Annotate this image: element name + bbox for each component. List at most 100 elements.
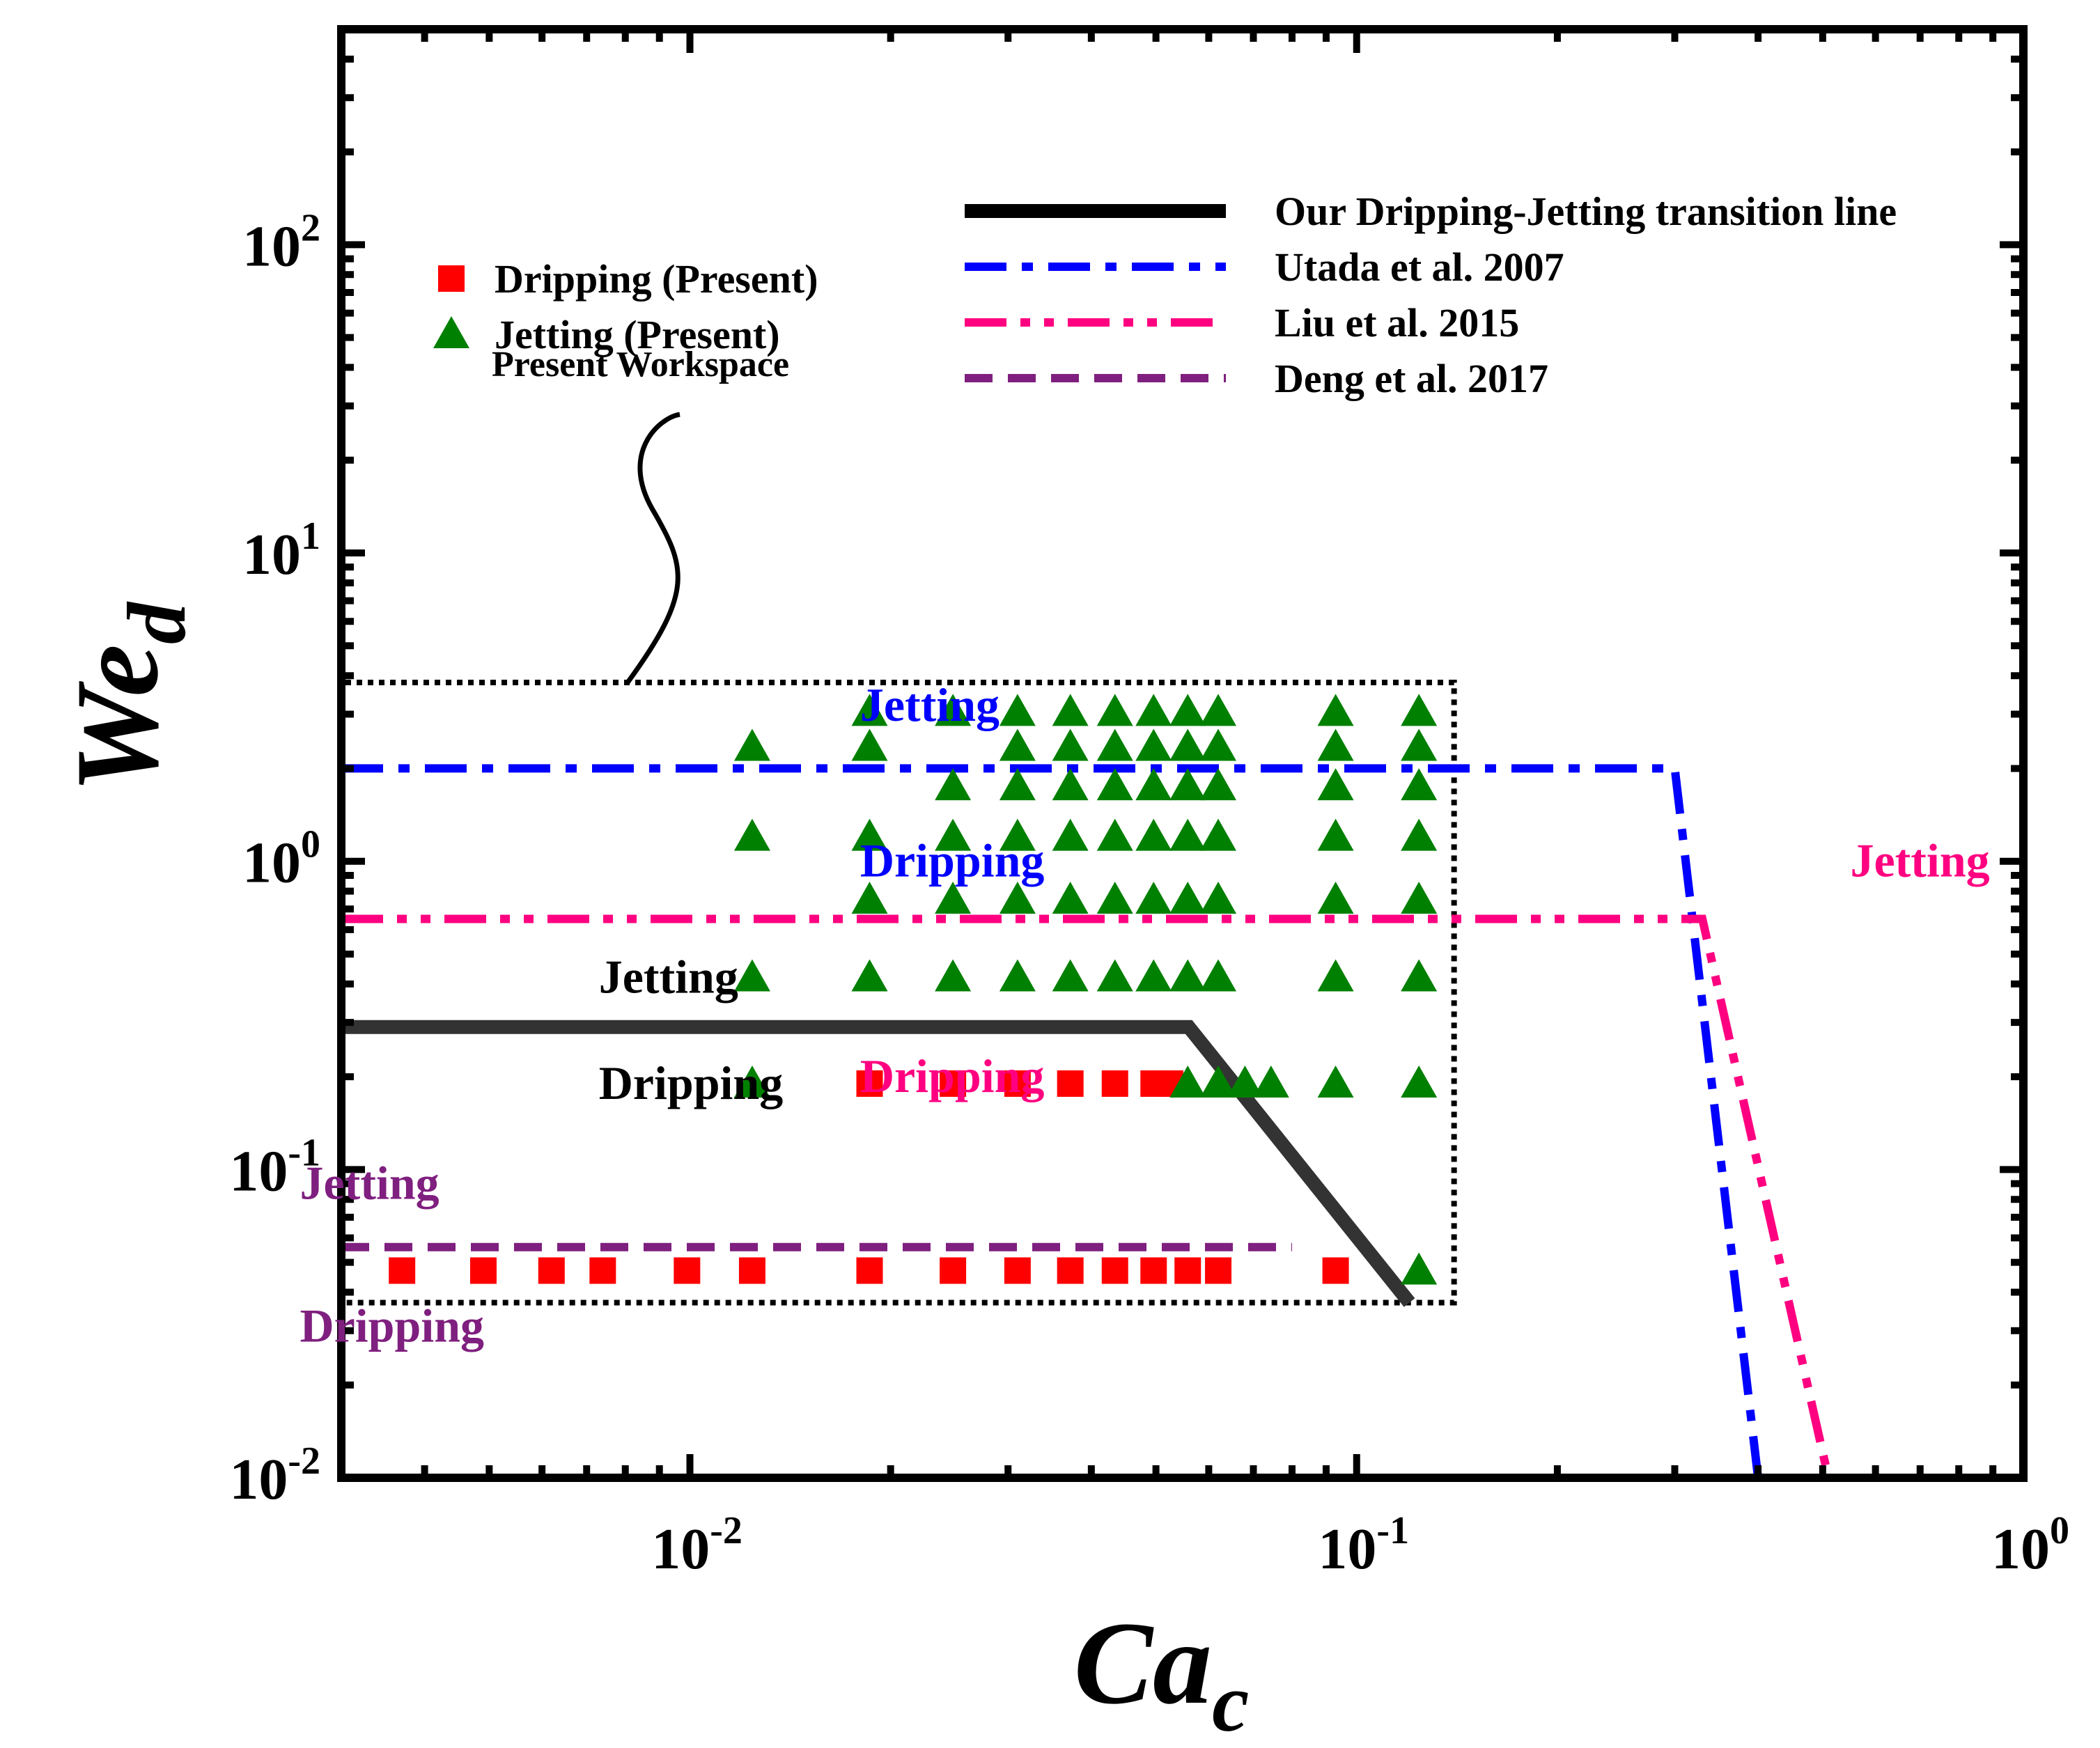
dripping-point-14 — [1322, 1257, 1349, 1284]
jetting-point-15 — [1169, 959, 1206, 992]
jetting-point-21 — [999, 882, 1036, 914]
jetting-point-36 — [1169, 818, 1206, 851]
jetting-point-33 — [1052, 818, 1089, 851]
jetting-point-23 — [1096, 882, 1133, 914]
jetting-point-10 — [935, 959, 972, 992]
jetting-point-17 — [1317, 959, 1354, 992]
jetting-point-45 — [1169, 768, 1206, 801]
jetting-point-37 — [1200, 818, 1237, 851]
jetting-point-59 — [851, 694, 888, 726]
series-lines — [341, 764, 1833, 1479]
x-tick-label-1: 10-1 — [1318, 1509, 1409, 1582]
jetting-point-38 — [1317, 818, 1354, 851]
legend-marker-1 — [433, 316, 469, 348]
jetting-point-16 — [1200, 959, 1237, 992]
legend-label-0: Dripping (Present) — [495, 256, 818, 302]
dripping-point-15 — [856, 1070, 883, 1097]
y-tick-label-1: 10-1 — [229, 1131, 320, 1203]
legend-label-1: Jetting (Present) — [495, 312, 780, 357]
jetting-point-68 — [1401, 694, 1438, 726]
jetting-point-49 — [733, 728, 770, 761]
jetting-point-65 — [1169, 694, 1206, 726]
annotation-6: Jetting — [300, 1157, 440, 1210]
y-tick-label-0: 10-2 — [229, 1439, 320, 1512]
jetting-point-53 — [1096, 728, 1133, 761]
annotation-0: Jetting — [860, 678, 1000, 731]
annotation-3: Dripping — [860, 1049, 1045, 1102]
annotation-7: Dripping — [300, 1299, 485, 1352]
y-tick-label-3: 101 — [242, 515, 320, 587]
dripping-point-9 — [1057, 1257, 1084, 1284]
dripping-point-10 — [1101, 1257, 1128, 1284]
x-axis-title: Cac — [1074, 1598, 1250, 1748]
jetting-point-25 — [1169, 882, 1206, 914]
dripping-point-16 — [940, 1070, 967, 1097]
plot-frame — [337, 25, 2028, 1482]
jetting-point-66 — [1200, 694, 1237, 726]
jetting-point-67 — [1317, 694, 1354, 726]
dripping-point-1 — [469, 1257, 497, 1284]
jetting-point-30 — [851, 818, 888, 851]
series-line-1 — [341, 764, 1763, 1478]
jetting-point-54 — [1135, 728, 1172, 761]
dripping-point-8 — [1004, 1257, 1031, 1284]
jetting-point-12 — [1052, 959, 1089, 992]
dripping-point-2 — [538, 1257, 565, 1284]
jetting-point-9 — [851, 959, 888, 992]
dripping-point-0 — [389, 1257, 416, 1284]
legend-marker-0 — [438, 265, 465, 292]
legend: Dripping (Present) Jetting (Present) Our D… — [433, 189, 1897, 401]
jetting-point-26 — [1200, 882, 1237, 914]
jetting-point-19 — [851, 882, 888, 914]
workspace-box — [345, 680, 1457, 1306]
jetting-point-55 — [1169, 728, 1206, 761]
jetting-point-56 — [1200, 728, 1237, 761]
workspace-label: Present Workspace — [492, 345, 789, 384]
jetting-point-64 — [1135, 694, 1172, 726]
jetting-point-24 — [1135, 882, 1172, 914]
jetting-point-2 — [1169, 1065, 1206, 1098]
jetting-point-41 — [999, 768, 1036, 801]
workspace-region: Present Workspace — [345, 345, 1457, 1306]
jetting-point-52 — [1052, 728, 1089, 761]
jetting-point-6 — [1317, 1065, 1354, 1098]
jetting-point-11 — [999, 959, 1036, 992]
jetting-point-7 — [1401, 1065, 1438, 1098]
dripping-point-6 — [856, 1257, 883, 1284]
series-line-2 — [341, 914, 1833, 1479]
jetting-point-47 — [1317, 768, 1354, 801]
annotation-4: Jetting — [599, 950, 738, 1003]
series-line-0 — [341, 1020, 1415, 1307]
axes: 10-2 10-1 100 10-2 10-1 100 101 102 Cac Wed — [52, 25, 2069, 1748]
annotation-1: Dripping — [860, 834, 1045, 887]
jetting-point-0 — [1401, 1252, 1438, 1285]
dripping-point-19 — [1101, 1070, 1128, 1097]
jetting-point-51 — [999, 728, 1036, 761]
data-markers — [389, 694, 1438, 1285]
jetting-point-27 — [1317, 882, 1354, 914]
jetting-point-43 — [1096, 768, 1133, 801]
jetting-point-22 — [1052, 882, 1089, 914]
jetting-point-63 — [1096, 694, 1133, 726]
jetting-point-31 — [935, 818, 972, 851]
dripping-point-12 — [1174, 1257, 1201, 1284]
x-tick-label-0: 10-2 — [651, 1509, 742, 1582]
jetting-point-18 — [1401, 959, 1438, 992]
jetting-point-32 — [999, 818, 1036, 851]
jetting-point-13 — [1096, 959, 1133, 992]
annotation-2: Jetting — [1850, 834, 1989, 887]
jetting-point-44 — [1135, 768, 1172, 801]
jetting-point-8 — [733, 959, 770, 992]
dripping-point-17 — [1004, 1070, 1031, 1097]
jetting-point-20 — [935, 882, 972, 914]
jetting-point-4 — [1227, 1065, 1263, 1098]
jetting-point-1 — [733, 1065, 770, 1098]
region-annotations: Jetting Dripping Jetting Dripping Jetting Dri… — [300, 678, 1990, 1352]
jetting-point-29 — [733, 818, 770, 851]
dripping-point-5 — [738, 1257, 765, 1284]
dripping-point-11 — [1140, 1257, 1167, 1284]
legend-line-label-2: Liu et al. 2015 — [1275, 300, 1519, 345]
jetting-point-58 — [1401, 728, 1438, 761]
legend-line-label-3: Deng et al. 2017 — [1275, 356, 1548, 401]
